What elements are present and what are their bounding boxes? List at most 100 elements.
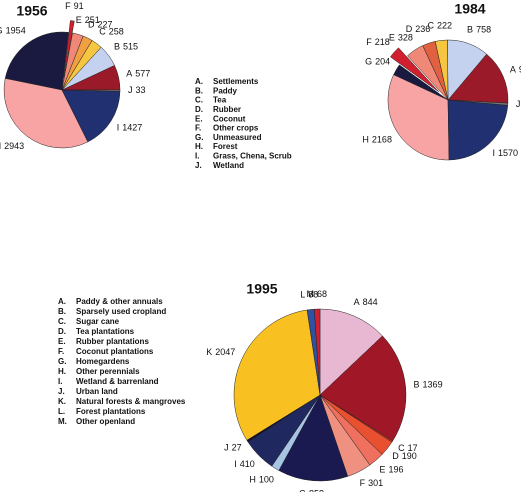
slice-value: 328 bbox=[398, 33, 413, 43]
legend-key: G. bbox=[195, 133, 203, 142]
slice-label: B 1369 bbox=[414, 380, 443, 390]
legend-key: D. bbox=[195, 105, 203, 114]
slice-label: C 258 bbox=[99, 27, 124, 37]
slice-value: 68 bbox=[317, 289, 327, 299]
slice-category: K bbox=[206, 347, 212, 357]
slice-category: I bbox=[117, 123, 120, 133]
legend-key: C. bbox=[58, 317, 66, 326]
slice-label: K 2047 bbox=[206, 347, 235, 357]
slice-category: I bbox=[234, 460, 237, 470]
slice-category: B bbox=[414, 380, 420, 390]
legend-label: Other openland bbox=[76, 417, 135, 426]
slice-value: 91 bbox=[74, 1, 84, 11]
slice-value: 1427 bbox=[122, 123, 142, 133]
slice-label: E 328 bbox=[389, 33, 413, 43]
slice-label: L 88 bbox=[300, 290, 318, 300]
legend-key: H. bbox=[58, 367, 66, 376]
legend-label: Paddy bbox=[213, 86, 238, 95]
slice-category: E bbox=[76, 15, 82, 25]
legend-label: Coconut bbox=[213, 114, 246, 123]
slice-label: F 91 bbox=[65, 1, 84, 11]
legend-label: Sparsely used cropland bbox=[76, 307, 166, 316]
legend-key: I. bbox=[58, 377, 62, 386]
slice-label: B 758 bbox=[467, 25, 491, 35]
slice-category: E bbox=[379, 465, 385, 475]
slice-category: H bbox=[249, 475, 256, 485]
pie-slice bbox=[3, 78, 89, 149]
pie-slice bbox=[447, 99, 509, 161]
slice-category: L bbox=[300, 290, 305, 300]
slice-category: A bbox=[510, 65, 516, 75]
slice-value: 258 bbox=[109, 27, 124, 37]
slice-category: E bbox=[389, 33, 395, 43]
slice-category: B bbox=[114, 42, 120, 52]
slice-label: D 236 bbox=[406, 24, 431, 34]
slice-value: 218 bbox=[375, 37, 390, 47]
legend-key: B. bbox=[58, 307, 66, 316]
pie-slice bbox=[61, 32, 84, 91]
pie-slice bbox=[4, 31, 69, 91]
slice-category: F bbox=[360, 478, 366, 488]
slice-label: H 100 bbox=[249, 475, 274, 485]
legend-key: J. bbox=[195, 161, 202, 170]
legend-label: Forest bbox=[213, 142, 238, 151]
legend-label: Unmeasured bbox=[213, 133, 262, 142]
slice-value: 844 bbox=[363, 298, 378, 308]
slice-category: A bbox=[354, 298, 360, 308]
slice-value: 100 bbox=[259, 475, 274, 485]
legend-key: A. bbox=[58, 297, 66, 306]
slice-label: F 218 bbox=[366, 37, 390, 47]
legend-key: G. bbox=[58, 357, 66, 366]
slice-category: H bbox=[362, 135, 369, 145]
slice-label: I 1427 bbox=[117, 123, 143, 133]
slice-category: D bbox=[392, 452, 399, 462]
slice-category: M bbox=[306, 289, 314, 299]
slice-category: D bbox=[406, 24, 413, 34]
slice-label: A 577 bbox=[126, 69, 150, 79]
slice-category: D bbox=[88, 20, 95, 30]
legend-key: L. bbox=[58, 407, 65, 416]
legend-key: F. bbox=[195, 124, 201, 133]
slice-label: I 410 bbox=[234, 460, 255, 470]
slice-label: C 222 bbox=[427, 21, 452, 31]
chart-title: 1984 bbox=[454, 1, 485, 17]
slice-value: 204 bbox=[375, 57, 390, 67]
legend-label: Paddy & other annuals bbox=[76, 297, 163, 306]
legend-key: B. bbox=[195, 86, 203, 95]
legend-key: F. bbox=[58, 347, 64, 356]
slice-label: I 1570 bbox=[492, 149, 518, 159]
slice-category: B bbox=[467, 25, 473, 35]
pie-slice bbox=[447, 99, 509, 106]
legend-label: Forest plantations bbox=[76, 407, 146, 416]
legend-label: Rubber plantations bbox=[76, 337, 149, 346]
slice-label: G 204 bbox=[365, 57, 390, 67]
slice-value: 301 bbox=[368, 478, 383, 488]
slice-value: 33 bbox=[135, 85, 145, 95]
legend-key: H. bbox=[195, 142, 203, 151]
legend-key: D. bbox=[58, 327, 66, 336]
legend-label: Wetland & barrenland bbox=[76, 377, 159, 386]
legend-key: I. bbox=[195, 152, 199, 161]
pie-slice bbox=[278, 394, 349, 482]
slice-category: H bbox=[0, 141, 1, 151]
legend-key: E. bbox=[195, 114, 203, 123]
legend-label: Rubber bbox=[213, 105, 241, 114]
legend-label: Sugar cane bbox=[76, 317, 120, 326]
slice-category: C bbox=[398, 443, 405, 453]
legend-key: E. bbox=[58, 337, 66, 346]
legend-label: Homegardens bbox=[76, 357, 130, 366]
slice-value: 990 bbox=[519, 65, 521, 75]
slice-label: J 27 bbox=[224, 443, 242, 453]
pie-slice bbox=[61, 89, 121, 92]
pie-slice bbox=[61, 89, 121, 143]
legend-label: Tea plantations bbox=[76, 327, 135, 336]
slice-value: 17 bbox=[408, 443, 418, 453]
slice-label: E 196 bbox=[379, 465, 403, 475]
slice-label: D 227 bbox=[88, 20, 113, 30]
slice-value: 251 bbox=[85, 15, 100, 25]
legend-key: A. bbox=[195, 77, 203, 86]
slice-value: 222 bbox=[437, 21, 452, 31]
slice-value: 196 bbox=[388, 465, 403, 475]
pie-slice bbox=[407, 45, 449, 101]
